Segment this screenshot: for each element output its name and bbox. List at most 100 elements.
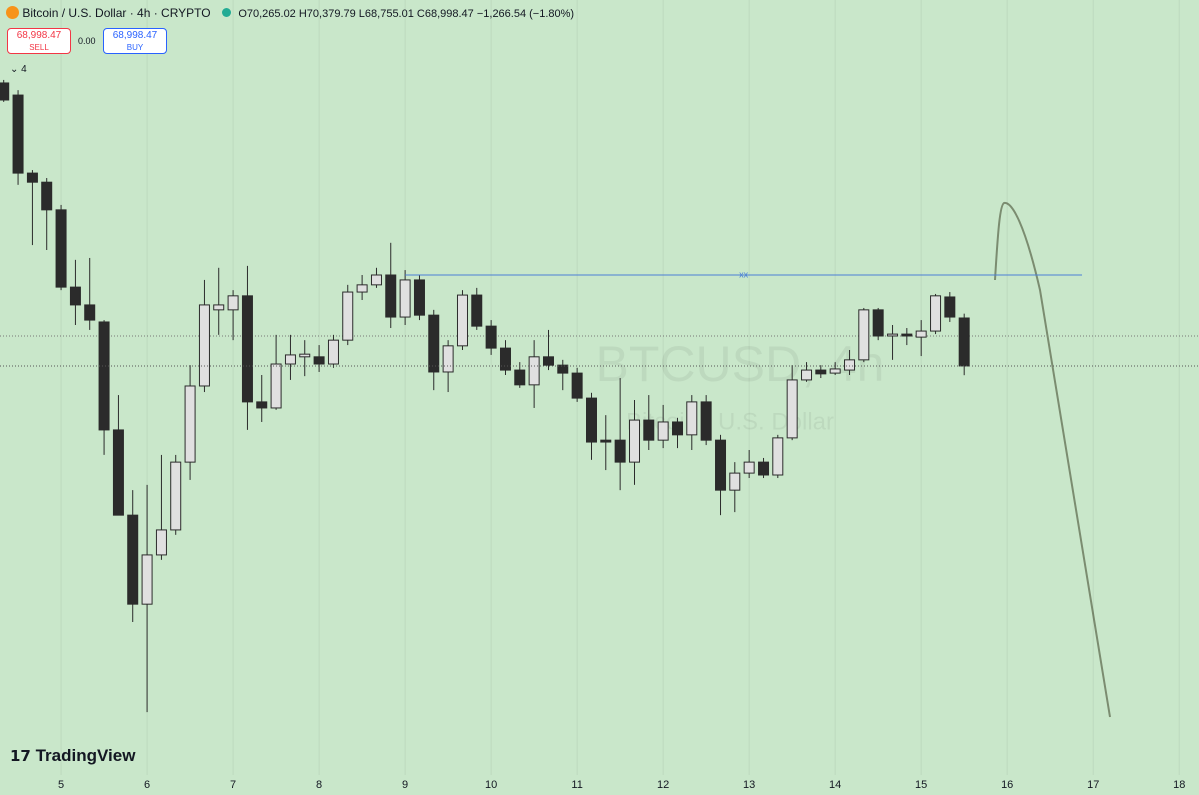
watermark-ticker: BTCUSD, 4h — [596, 336, 885, 392]
candle-body — [614, 439, 626, 463]
candle-body — [385, 274, 397, 318]
candle-body — [198, 304, 210, 387]
candle-body — [55, 209, 67, 288]
x-tick-label: 9 — [402, 779, 408, 791]
candle-body — [944, 296, 956, 318]
candle-body — [213, 304, 225, 311]
candle-body — [915, 330, 927, 338]
candle-body — [901, 333, 913, 337]
candle-body — [930, 295, 942, 332]
candle-body — [829, 368, 841, 374]
candle-body — [514, 369, 526, 386]
candle-body — [413, 279, 425, 316]
candle-body — [844, 359, 856, 371]
candle-body — [586, 397, 598, 443]
candle-body — [471, 294, 483, 327]
candle-body — [342, 291, 354, 341]
sell-price: 68,998.47 — [16, 30, 62, 41]
x-tick-label: 16 — [1001, 779, 1013, 791]
candle-body — [127, 514, 139, 605]
candle-body — [327, 339, 339, 365]
candle-body — [270, 363, 282, 409]
candle-body — [41, 181, 53, 211]
x-tick-label: 11 — [571, 779, 582, 791]
candle-body — [801, 369, 813, 381]
candle-body — [700, 401, 712, 441]
candle-body — [672, 421, 684, 436]
candle-body — [887, 333, 899, 337]
candle-body — [600, 439, 612, 443]
candle-body — [729, 472, 741, 491]
candle-body — [184, 385, 196, 463]
candle-body — [12, 94, 24, 174]
candle-body — [69, 286, 81, 306]
candle-body — [84, 304, 96, 321]
watermark-name: Bitcoin / U.S. Dollar — [626, 408, 834, 435]
x-tick-label: 8 — [316, 779, 322, 791]
candle-body — [629, 419, 641, 463]
candle-body — [141, 554, 153, 605]
candle-body — [715, 439, 727, 491]
x-tick-label: 10 — [485, 779, 497, 791]
candle-body — [284, 354, 296, 365]
sell-button[interactable]: 68,998.47 SELL — [7, 28, 71, 54]
candle-body — [428, 314, 440, 373]
status-dot — [221, 8, 231, 17]
candle-body — [26, 172, 38, 183]
x-tick-label: 14 — [829, 779, 841, 791]
candle-body — [98, 321, 110, 431]
candle-body — [356, 284, 368, 293]
candle-body — [112, 429, 124, 516]
candle-body — [786, 379, 798, 439]
candle-body — [657, 421, 669, 441]
indicator-count: 4 — [21, 64, 27, 75]
candle-body — [0, 82, 10, 101]
x-tick-label: 6 — [144, 779, 150, 791]
x-tick-label: 18 — [1173, 779, 1185, 791]
candle-body — [858, 309, 870, 361]
candle-body — [872, 309, 884, 337]
symbol: Bitcoin / U.S. Dollar · 4h · CRYPTO — [22, 6, 211, 20]
spread: 0.00 — [78, 36, 96, 46]
x-tick-label: 12 — [657, 779, 669, 791]
candle-body — [456, 294, 468, 347]
x-tick-label: 5 — [58, 779, 64, 791]
candle-body — [643, 419, 655, 441]
candle-body — [743, 461, 755, 474]
candle-body — [442, 345, 454, 373]
candle-body — [758, 461, 770, 476]
symbol-icon — [6, 6, 19, 19]
candle-body — [313, 356, 325, 365]
candle-body — [528, 356, 540, 386]
candle-body — [571, 372, 583, 399]
drawing-curve — [994, 201, 1111, 718]
candle-body — [958, 317, 970, 367]
buy-price: 68,998.47 — [112, 30, 158, 41]
candle-body — [155, 529, 167, 556]
buy-button[interactable]: 68,998.47 BUY — [103, 28, 167, 54]
candle-body — [370, 274, 382, 286]
candle-body — [772, 437, 784, 476]
logo-text: TradingView — [35, 746, 136, 765]
buy-label: BUY — [126, 43, 144, 52]
line-label: xx — [739, 269, 749, 279]
candle-body — [399, 279, 411, 318]
candle-body — [499, 347, 511, 371]
candle-body — [170, 461, 182, 531]
candle-body — [256, 401, 268, 409]
candle-body — [557, 364, 569, 374]
candle-body — [227, 295, 239, 311]
x-tick-label: 17 — [1087, 779, 1099, 791]
candle-body — [241, 295, 253, 403]
candle-body — [542, 356, 554, 366]
legend: Bitcoin / U.S. Dollar · 4h · CRYPTO O70,… — [6, 6, 574, 20]
indicators-toggle[interactable]: ⌄ 4 — [10, 64, 27, 75]
x-tick-label: 13 — [743, 779, 755, 791]
candle-body — [485, 325, 497, 349]
candle-body — [686, 401, 698, 436]
ohlc: O70,265.02 H70,379.79 L68,755.01 C68,998… — [238, 8, 575, 20]
sell-label: SELL — [29, 43, 49, 52]
candle-body — [299, 353, 311, 358]
